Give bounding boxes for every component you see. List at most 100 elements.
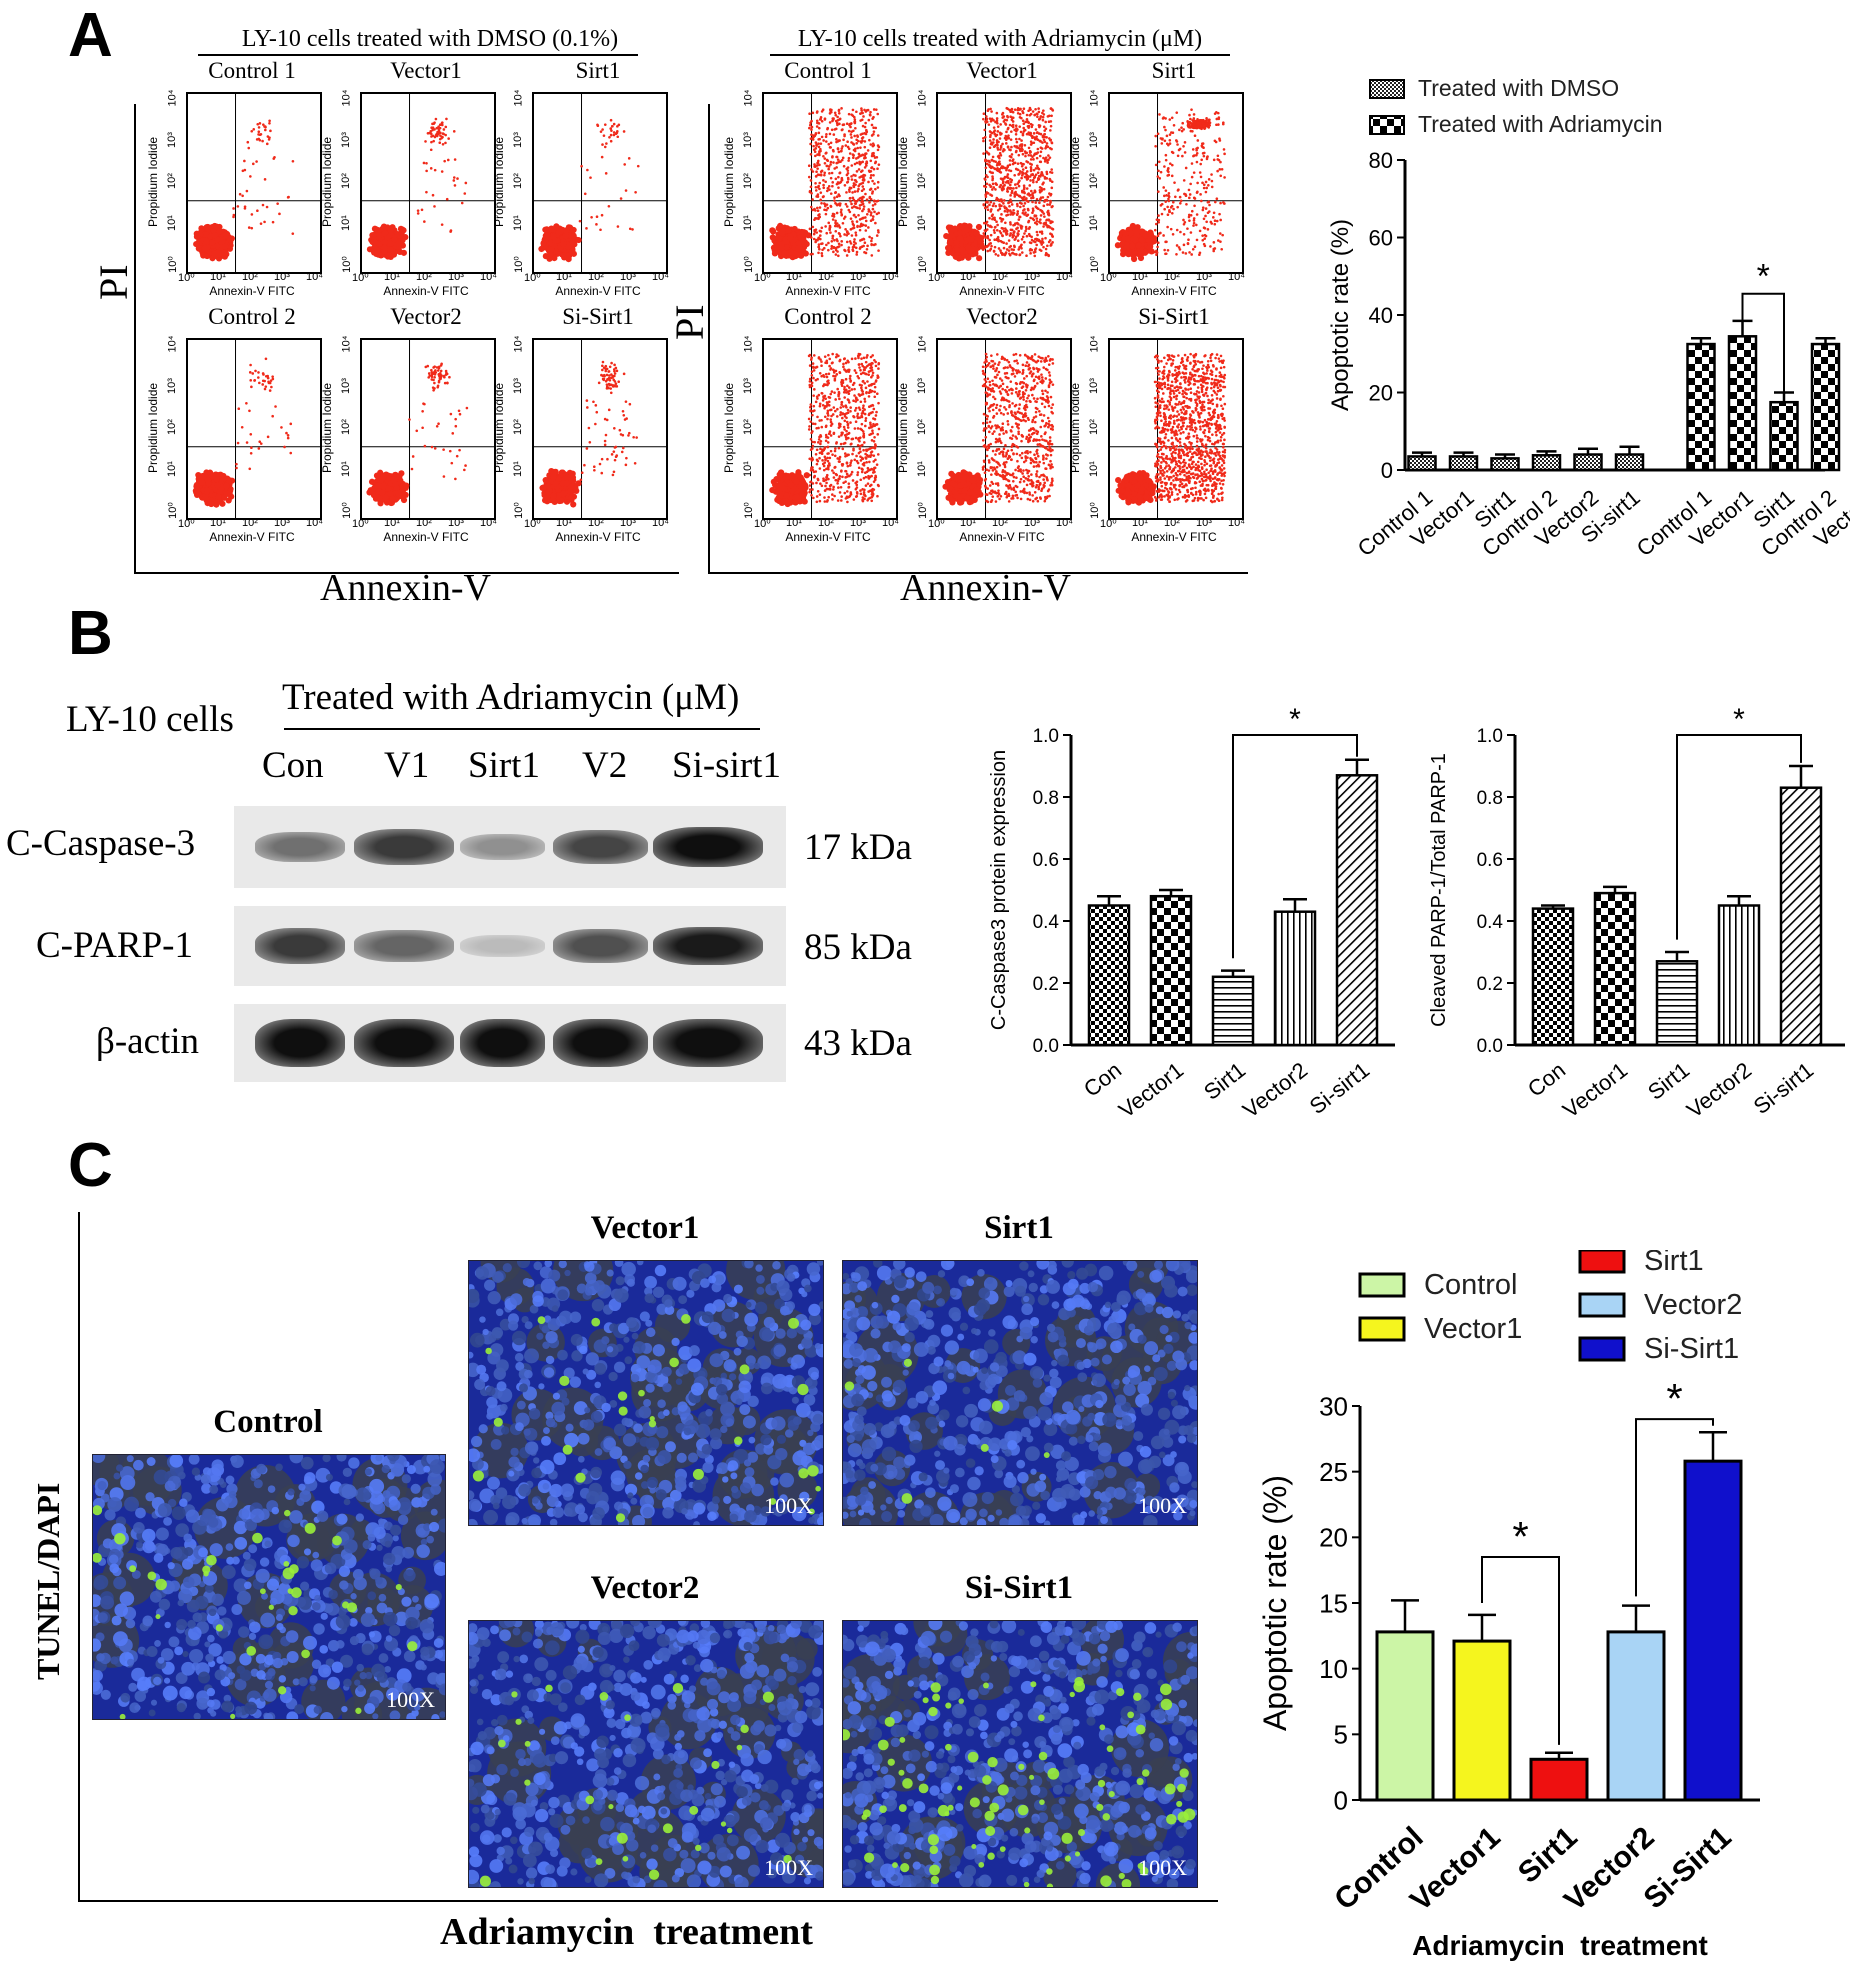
- flow-y-tick-label: 10²: [511, 173, 524, 189]
- flow-x-axis-label: Annexin-V FITC: [959, 284, 1045, 298]
- flow-x-tick-label: 10²: [1164, 517, 1180, 529]
- flow-y-tick-label: 10³: [1087, 131, 1100, 148]
- micrograph-si-sirt1: 100X: [842, 1620, 1198, 1888]
- legend-label: Treated with DMSO: [1418, 75, 1619, 101]
- y-tick-label: 10: [1319, 1654, 1348, 1684]
- legend-label: Sirt1: [1644, 1250, 1704, 1277]
- flow-y-tick-label: 10³: [915, 131, 928, 148]
- flow-y-tick-label: 10¹: [741, 214, 754, 231]
- flow-y-tick-label: 10⁰: [166, 256, 179, 273]
- legend-entry: Vector2: [1578, 1289, 1742, 1321]
- flow-x-tick-label: 10⁰: [928, 518, 945, 530]
- legend-swatch: [1578, 1336, 1626, 1362]
- flow-x-tick-label: 10²: [818, 517, 834, 529]
- flow-x-tick-label: 10¹: [384, 517, 400, 529]
- flow-plot-title: Si-Sirt1: [562, 304, 634, 329]
- flow-x-tick-label: 10³: [620, 517, 636, 529]
- bar: [1717, 904, 1761, 1047]
- flow-x-tick-label: 10²: [588, 271, 604, 283]
- flow-y-tick-label: 10¹: [511, 460, 524, 477]
- blot-band: [255, 831, 345, 863]
- flow-plot-title: Control 2: [208, 304, 296, 329]
- y-tick-label: 0.6: [1477, 850, 1503, 871]
- panel-letter-c: C: [68, 1131, 113, 1200]
- bar: [1531, 454, 1562, 472]
- dmso-pi-label: PI: [91, 264, 136, 300]
- bar: [1529, 1757, 1589, 1802]
- significance-star: *: [1289, 705, 1301, 736]
- blot-band: [459, 934, 545, 958]
- x-tick-label: Con: [1523, 1057, 1570, 1102]
- y-tick-label: 0.4: [1477, 912, 1504, 933]
- blot-band: [653, 827, 763, 867]
- lane-label-v2: V2: [582, 745, 628, 786]
- bar: [1727, 335, 1758, 472]
- flow-x-tick-label: 10⁰: [352, 518, 369, 530]
- flow-plot-title: Vector2: [966, 304, 1038, 329]
- flow-x-tick-label: 10³: [448, 271, 464, 283]
- flow-y-tick-label: 10²: [741, 173, 754, 189]
- flow-x-tick-label: 10³: [448, 517, 464, 529]
- flow-y-tick-label: 10⁰: [916, 256, 929, 273]
- cell-events: [366, 117, 468, 260]
- blot-row-kda-bactin: 43 kDa: [804, 1023, 912, 1064]
- y-tick-label: 0.2: [1033, 974, 1059, 995]
- adr-group-title: LY-10 cells treated with Adriamycin (μM): [797, 26, 1203, 52]
- tunel-positive-cells: [843, 1676, 1196, 1887]
- adr-group-frame: [708, 104, 710, 574]
- blot-band: [552, 929, 648, 963]
- cell-events: [192, 357, 293, 508]
- x-tick-label: Con: [1079, 1057, 1126, 1102]
- flow-y-tick-label: 10²: [915, 173, 928, 189]
- dmso-title-rule: [198, 54, 638, 56]
- chart-c-apoptotic-rate: 0 5 10 15 20 25 30 Apoptotic rate (%) Control Vec…: [1257, 1250, 1760, 1961]
- significance-bracket: [1232, 734, 1358, 959]
- legend-swatch: [1369, 115, 1405, 135]
- micro-mag-vector1: 100X: [764, 1493, 813, 1518]
- blot-cells-label: LY-10 cells: [66, 699, 234, 740]
- adr-annexin-label: Annexin-V: [900, 567, 1071, 609]
- y-tick-label: 0.0: [1477, 1036, 1503, 1057]
- flow-x-tick-label: 10⁰: [524, 272, 541, 284]
- legend-swatch: [1578, 1292, 1626, 1318]
- tunel-positive-cells: [93, 1505, 418, 1719]
- cell-events: [1115, 352, 1227, 506]
- flow-y-tick-label: 10³: [165, 377, 178, 394]
- flow-plot: [532, 92, 668, 274]
- flow-x-tick-label: 10⁴: [882, 271, 899, 283]
- blot-band: [653, 926, 763, 966]
- y-tick-label: 60: [1369, 225, 1393, 250]
- flow-x-axis-label: Annexin-V FITC: [1131, 530, 1217, 544]
- x-tick-label: Si-Sirt1: [1638, 1821, 1738, 1916]
- flow-plot-title: Vector1: [390, 58, 462, 83]
- y-tick-label: 0.6: [1033, 850, 1059, 871]
- nuclei: [469, 1621, 823, 1887]
- blot-band: [552, 1019, 648, 1067]
- panel-letter-a: A: [68, 1, 113, 70]
- x-tick-label: Vector2: [1238, 1057, 1312, 1123]
- flow-y-tick-label: 10⁰: [340, 256, 353, 273]
- tunel-bottom-label: Adriamycin treatment: [440, 1911, 813, 1953]
- bar: [1683, 1459, 1743, 1802]
- flow-y-tick-label: 10⁴: [742, 335, 755, 353]
- flow-plot-title: Si-Sirt1: [1138, 304, 1210, 329]
- flow-x-tick-label: 10²: [416, 517, 432, 529]
- legend-label: Control: [1424, 1269, 1518, 1301]
- flow-plot-title: Vector2: [390, 304, 462, 329]
- blot-band: [354, 1019, 454, 1067]
- flow-y-tick-label: 10²: [165, 173, 178, 189]
- flow-plot: [186, 92, 322, 274]
- flow-y-tick-label: 10⁴: [166, 335, 179, 353]
- flow-x-axis-label: Annexin-V FITC: [209, 284, 295, 298]
- micro-mag-si-sirt1: 100X: [1138, 1855, 1187, 1880]
- flow-y-tick-label: 10²: [339, 173, 352, 189]
- flow-plot-title: Control 1: [208, 58, 296, 83]
- flow-y-tick-label: 10⁰: [1088, 502, 1101, 519]
- flow-y-tick-label: 10⁰: [916, 502, 929, 519]
- bar: [1614, 453, 1645, 472]
- y-tick-label: 0.8: [1477, 788, 1503, 809]
- y-tick-label: 20: [1369, 380, 1393, 405]
- micro-title-control: Control: [213, 1404, 323, 1440]
- micro-mag-control: 100X: [386, 1687, 435, 1712]
- flow-x-tick-label: 10¹: [210, 271, 226, 283]
